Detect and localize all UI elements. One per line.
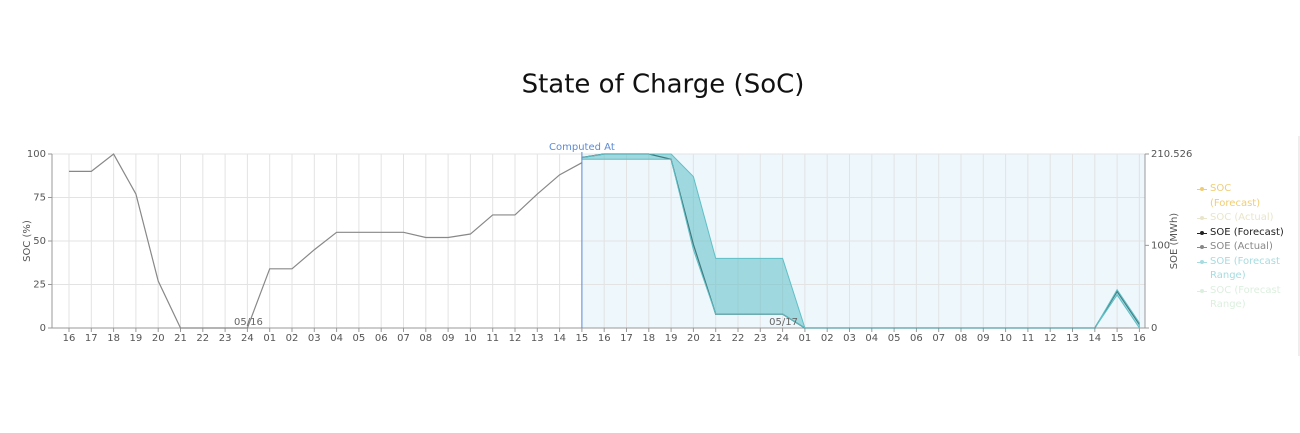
x-tick-label: 16 bbox=[1133, 333, 1146, 344]
x-tick-label: 15 bbox=[1111, 333, 1124, 344]
x-tick-label: 10 bbox=[464, 333, 477, 344]
x-tick-label: 18 bbox=[107, 333, 120, 344]
x-tick-label: 12 bbox=[1044, 333, 1057, 344]
y2-tick-label: 0 bbox=[1151, 323, 1157, 334]
x-tick-label: 04 bbox=[865, 333, 878, 344]
x-tick-label: 22 bbox=[732, 333, 745, 344]
legend-swatch bbox=[1196, 255, 1208, 269]
x-tick-label: 22 bbox=[196, 333, 209, 344]
x-tick-label: 07 bbox=[932, 333, 945, 344]
x-tick-label: 20 bbox=[687, 333, 700, 344]
legend-label: SOE (Actual) bbox=[1210, 241, 1273, 252]
x-tick-label: 19 bbox=[665, 333, 678, 344]
legend-swatch bbox=[1196, 211, 1208, 225]
y-tick-label: 100 bbox=[27, 149, 46, 160]
x-tick-label: 06 bbox=[375, 333, 388, 344]
x-tick-label: 05 bbox=[888, 333, 901, 344]
x-tick-label: 14 bbox=[553, 333, 566, 344]
x-tick-label: 21 bbox=[709, 333, 722, 344]
legend-label: SOE (Forecast Range) bbox=[1210, 255, 1280, 282]
y2-tick-label: 210.526 bbox=[1151, 149, 1192, 160]
series-line bbox=[69, 153, 583, 329]
annotation: 05/17 bbox=[769, 317, 798, 328]
x-tick-label: 23 bbox=[754, 333, 767, 344]
legend: SOC (Forecast) SOC (Actual) SOE (Forecast)… bbox=[1196, 182, 1284, 313]
legend-swatch bbox=[1196, 182, 1208, 196]
x-tick-label: 09 bbox=[977, 333, 990, 344]
x-tick-label: 07 bbox=[397, 333, 410, 344]
x-tick-label: 16 bbox=[63, 333, 76, 344]
x-tick-label: 03 bbox=[843, 333, 856, 344]
x-tick-label: 13 bbox=[1066, 333, 1079, 344]
x-tick-label: 23 bbox=[219, 333, 232, 344]
y-axis-label: SOC (%) bbox=[22, 220, 33, 262]
legend-item[interactable]: SOC (Forecast Range) bbox=[1196, 284, 1284, 313]
legend-item[interactable]: SOC (Actual) bbox=[1196, 211, 1284, 226]
x-tick-label: 03 bbox=[308, 333, 321, 344]
legend-swatch bbox=[1196, 284, 1208, 298]
x-tick-label: 01 bbox=[799, 333, 812, 344]
x-tick-label: 24 bbox=[776, 333, 789, 344]
legend-item[interactable]: SOE (Forecast) bbox=[1196, 226, 1284, 241]
y2-axis-label: SOE (MWh) bbox=[1169, 213, 1180, 269]
legend-label: SOC (Actual) bbox=[1210, 212, 1274, 223]
x-tick-label: 04 bbox=[330, 333, 343, 344]
legend-item[interactable]: SOC (Forecast) bbox=[1196, 182, 1284, 211]
x-tick-label: 13 bbox=[531, 333, 544, 344]
x-tick-label: 06 bbox=[910, 333, 923, 344]
x-tick-label: 10 bbox=[999, 333, 1012, 344]
x-tick-label: 15 bbox=[576, 333, 589, 344]
legend-swatch bbox=[1196, 226, 1208, 240]
legend-label: SOC (Forecast Range) bbox=[1210, 284, 1281, 311]
x-tick-label: 08 bbox=[419, 333, 432, 344]
x-tick-label: 14 bbox=[1088, 333, 1101, 344]
x-tick-label: 05 bbox=[353, 333, 366, 344]
y-tick-label: 25 bbox=[33, 280, 46, 291]
x-tick-label: 02 bbox=[286, 333, 299, 344]
legend-item[interactable]: SOE (Actual) bbox=[1196, 240, 1284, 255]
x-tick-label: 21 bbox=[174, 333, 187, 344]
x-tick-label: 19 bbox=[130, 333, 143, 344]
legend-item[interactable]: SOE (Forecast Range) bbox=[1196, 255, 1284, 284]
annotation: 05/16 bbox=[234, 317, 263, 328]
legend-swatch bbox=[1196, 240, 1208, 254]
x-tick-label: 20 bbox=[152, 333, 165, 344]
x-tick-label: 24 bbox=[241, 333, 254, 344]
x-tick-label: 11 bbox=[486, 333, 499, 344]
y-tick-label: 50 bbox=[33, 236, 46, 247]
legend-label: SOE (Forecast) bbox=[1210, 226, 1284, 238]
x-tick-label: 12 bbox=[509, 333, 522, 344]
chart-title: State of Charge (SoC) bbox=[522, 70, 805, 100]
range-band bbox=[581, 153, 1140, 330]
x-tick-label: 16 bbox=[598, 333, 611, 344]
y-tick-label: 0 bbox=[40, 323, 46, 334]
x-tick-label: 08 bbox=[955, 333, 968, 344]
y2-tick-label: 100 bbox=[1151, 240, 1170, 251]
x-tick-label: 09 bbox=[442, 333, 455, 344]
x-tick-label: 17 bbox=[85, 333, 98, 344]
annotation: Computed At bbox=[549, 142, 615, 153]
x-tick-label: 18 bbox=[642, 333, 655, 344]
x-tick-label: 11 bbox=[1022, 333, 1035, 344]
legend-label: SOC (Forecast) bbox=[1210, 183, 1261, 209]
y-tick-label: 75 bbox=[33, 193, 46, 204]
x-tick-label: 02 bbox=[821, 333, 834, 344]
x-tick-label: 17 bbox=[620, 333, 633, 344]
x-tick-label: 01 bbox=[263, 333, 276, 344]
